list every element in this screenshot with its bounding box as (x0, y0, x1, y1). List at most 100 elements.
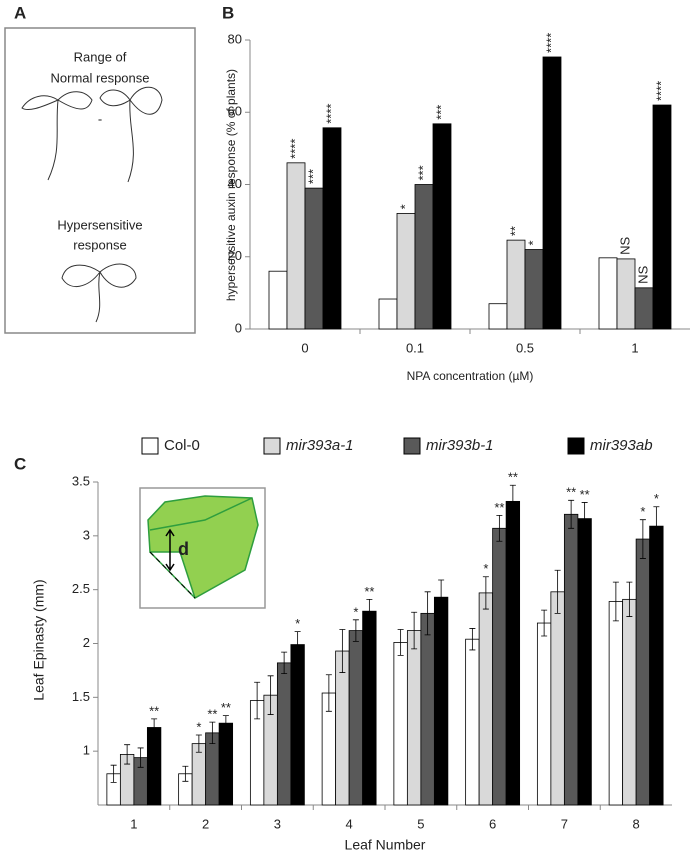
bar (622, 598, 637, 806)
inset-dash (149, 551, 196, 599)
y-tick-label: 2 (83, 635, 90, 650)
error-bar (411, 611, 418, 650)
annotation: * (397, 204, 412, 209)
error-bar (581, 502, 588, 536)
legend-swatch (263, 437, 281, 455)
bar (524, 249, 544, 330)
annotation: ** (149, 703, 159, 718)
error-bar (195, 734, 202, 753)
error-bar (424, 591, 431, 636)
bar (465, 638, 480, 806)
legend-label: Col-0 (164, 437, 200, 454)
legend-swatch (567, 437, 585, 455)
error-bar (438, 579, 445, 615)
error-bar (254, 681, 261, 720)
error-bar (209, 721, 216, 745)
bar (290, 644, 305, 806)
x-tick-label: 0.5 (516, 340, 534, 355)
annotation: ** (507, 226, 522, 236)
annotation: * (295, 616, 300, 631)
error-bar (626, 581, 633, 617)
error-bar (509, 484, 516, 518)
error-bar (339, 629, 346, 673)
bar (433, 596, 449, 806)
error-bar (222, 715, 229, 732)
x-tick-label: 8 (633, 816, 640, 831)
error-bar (469, 628, 476, 651)
error-bar (294, 631, 301, 658)
annotation: **** (543, 33, 558, 53)
bar (304, 187, 324, 330)
annotation: ** (364, 584, 374, 599)
bar (635, 538, 651, 806)
bar (218, 722, 234, 806)
bar (505, 500, 521, 806)
bar (649, 525, 664, 806)
bar (536, 622, 552, 806)
annotation: ** (580, 487, 590, 502)
panel-a-text: Range of (74, 49, 127, 64)
bar (616, 258, 636, 330)
legend-swatch (403, 437, 421, 455)
panel-a-text: response (73, 237, 126, 252)
bar (598, 257, 618, 330)
x-tick-label: 5 (417, 816, 424, 831)
annotation: **** (653, 81, 668, 101)
x-axis-label: NPA concentration (µM) (407, 369, 534, 383)
annotation: ** (221, 700, 231, 715)
error-bar (281, 651, 288, 675)
y-axis-label: Leaf Epinasty (mm) (31, 579, 47, 700)
y-tick-label: 1 (83, 743, 90, 758)
error-bar (182, 765, 189, 782)
bar (608, 601, 624, 806)
bar (652, 104, 672, 330)
annotation: * (483, 561, 488, 576)
bar (276, 662, 292, 806)
bar (563, 513, 579, 806)
bar (406, 630, 422, 806)
legend-swatch (141, 437, 159, 455)
error-bar (496, 514, 503, 542)
annotation: * (353, 604, 358, 619)
bar (550, 591, 565, 806)
bar (542, 56, 562, 330)
error-bar (612, 581, 619, 622)
x-tick-label: 2 (202, 816, 209, 831)
panel-a-text: Hypersensitive (57, 217, 142, 232)
bar (348, 630, 364, 806)
error-bar (366, 598, 373, 624)
y-tick-label: 20 (228, 248, 242, 263)
x-tick-label: 7 (561, 816, 568, 831)
x-axis-label: Leaf Number (345, 837, 426, 853)
annotation: * (640, 504, 645, 519)
x-tick-label: 1 (130, 816, 137, 831)
bar (577, 518, 592, 806)
x-tick-label: 3 (274, 816, 281, 831)
bar (478, 592, 494, 806)
y-tick-label: 3 (83, 527, 90, 542)
annotation: * (654, 491, 659, 506)
panel-label: C (14, 454, 26, 473)
bar (268, 270, 288, 330)
panel-a-dash: - (98, 111, 102, 126)
bar (393, 642, 408, 806)
error-bar (124, 744, 131, 765)
bar (634, 287, 654, 330)
bar (362, 610, 377, 806)
annotation: *** (305, 169, 320, 184)
error-bar (110, 764, 117, 783)
panel-label: A (14, 3, 26, 22)
x-tick-label: 1 (631, 340, 638, 355)
bar (335, 650, 350, 806)
annotation: **** (287, 139, 302, 159)
y-tick-label: 3.5 (72, 473, 90, 488)
bar (322, 127, 342, 330)
inset-arrow (165, 528, 175, 572)
error-bar (568, 499, 575, 529)
bar (191, 743, 207, 806)
legend-label: mir393ab (590, 437, 653, 454)
legend-label: mir393b-1 (426, 437, 494, 454)
annotation: ** (207, 707, 217, 722)
bar (146, 727, 162, 806)
x-tick-label: 0 (301, 340, 308, 355)
